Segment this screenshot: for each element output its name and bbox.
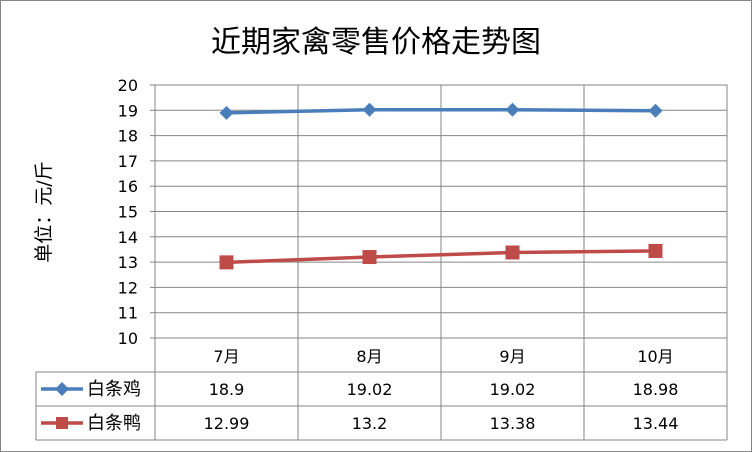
table-cell-value: 18.9 [209, 380, 245, 399]
table-cell-value: 18.98 [633, 380, 679, 399]
y-tick-label: 17 [118, 152, 138, 171]
y-axis-label: 单位：元/斤 [33, 161, 55, 262]
y-tick-label: 18 [118, 127, 138, 146]
y-tick-label: 16 [118, 177, 138, 196]
table-cell-value: 13.44 [633, 414, 679, 433]
data-point-square [219, 255, 234, 270]
y-tick-label: 15 [118, 203, 138, 222]
x-category-label: 7月 [213, 347, 239, 366]
data-point-diamond [648, 103, 663, 118]
data-point-diamond [219, 105, 234, 120]
data-point-square [648, 243, 663, 258]
y-tick-label: 12 [118, 278, 138, 297]
x-category-label: 10月 [637, 347, 673, 366]
data-point-diamond [505, 102, 520, 117]
series-line [226, 249, 656, 265]
data-point-diamond [362, 102, 377, 117]
legend-label: 白条鸡 [87, 379, 141, 400]
y-tick-label: 20 [118, 76, 138, 95]
data-point-square [505, 245, 520, 260]
y-tick-label: 10 [118, 329, 138, 348]
table-cell-value: 13.2 [352, 414, 388, 433]
chart-title: 近期家禽零售价格走势图 [211, 25, 541, 60]
y-tick-label: 14 [118, 228, 138, 247]
y-tick-label: 19 [118, 101, 138, 120]
table-cell-value: 19.02 [347, 380, 393, 399]
series-line [226, 108, 656, 115]
x-category-label: 9月 [499, 347, 525, 366]
data-point-square [362, 250, 377, 265]
legend-square-icon [56, 417, 68, 429]
legend-label: 白条鸭 [87, 413, 141, 434]
x-category-label: 8月 [356, 347, 382, 366]
table-cell-value: 13.38 [490, 414, 536, 433]
y-tick-label: 11 [118, 304, 138, 323]
table-cell-value: 19.02 [490, 380, 536, 399]
table-cell-value: 12.99 [204, 414, 250, 433]
legend-diamond-icon [55, 382, 69, 396]
y-tick-label: 13 [118, 253, 138, 272]
